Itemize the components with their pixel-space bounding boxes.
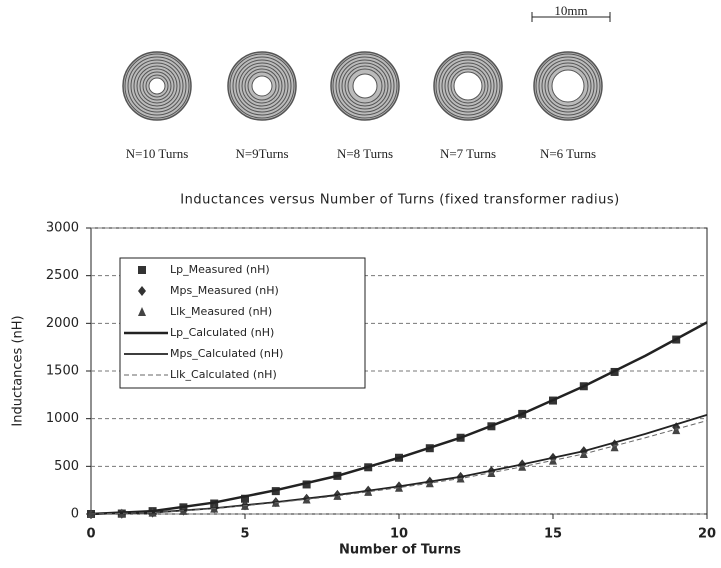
x-tick-label: 0 <box>86 527 95 542</box>
coil-turn <box>338 59 392 113</box>
y-tick-label: 500 <box>54 459 79 474</box>
legend-label: Mps_Measured (nH) <box>170 284 279 297</box>
marker-square <box>241 494 249 503</box>
coil-turn <box>544 62 592 110</box>
legend-label: Llk_Calculated (nH) <box>170 368 277 381</box>
coil-turn <box>344 65 386 107</box>
coil-center <box>352 73 378 99</box>
coil-images <box>122 51 603 121</box>
coil-turn <box>541 59 595 113</box>
coil-turn <box>139 68 175 104</box>
coil-turn <box>142 71 172 101</box>
coil-turn <box>229 53 295 119</box>
y-tick-label: 2000 <box>46 316 79 331</box>
coil-turn <box>124 53 190 119</box>
y-tick-label: 1000 <box>46 411 79 426</box>
marker-triangle <box>138 307 146 316</box>
x-axis-label: Number of Turns <box>339 543 461 558</box>
coil-label: N=6 Turns <box>540 146 596 161</box>
coil-turn <box>535 53 601 119</box>
coil-turn <box>341 62 389 110</box>
coil-turn <box>438 56 498 116</box>
marker-diamond <box>138 286 146 296</box>
x-tick-label: 15 <box>544 527 562 542</box>
legend-box <box>119 257 366 389</box>
marker-square <box>138 266 146 274</box>
coil-label: N=8 Turns <box>337 146 393 161</box>
y-tick-label: 2500 <box>46 268 79 283</box>
x-tick-label: 10 <box>390 527 408 542</box>
y-tick-label: 0 <box>71 507 79 522</box>
y-tick-label: 3000 <box>46 221 79 236</box>
coil-turn <box>441 59 495 113</box>
coil-turn <box>347 68 383 104</box>
legend-label: Lp_Measured (nH) <box>170 263 270 276</box>
coil-center <box>551 69 585 103</box>
coil-label: N=10 Turns <box>126 146 189 161</box>
coil-turn <box>235 59 289 113</box>
x-tick-label: 5 <box>240 527 249 542</box>
coil-label: N=7 Turns <box>440 146 496 161</box>
coil-turn <box>547 65 589 107</box>
legend-label: Llk_Measured (nH) <box>170 305 272 318</box>
chart-title: Inductances versus Number of Turns (fixe… <box>180 193 619 208</box>
coil-center <box>251 75 273 97</box>
marker-triangle <box>610 442 619 452</box>
series-line <box>90 321 708 516</box>
coil-turn <box>435 53 501 119</box>
legend-label: Mps_Calculated (nH) <box>170 347 283 360</box>
coil-turn <box>133 62 181 110</box>
coil-turn <box>244 68 280 104</box>
coil-turn <box>238 62 286 110</box>
coil-turn <box>145 74 169 98</box>
coil-center <box>453 71 483 101</box>
coil-turn <box>335 56 395 116</box>
legend-label: Lp_Calculated (nH) <box>170 326 274 339</box>
y-tick-label: 1500 <box>46 364 79 379</box>
coil-turn <box>136 65 178 107</box>
y-axis-label: Inductances (nH) <box>11 315 26 426</box>
x-tick-label: 20 <box>698 527 716 542</box>
coil-turn <box>447 65 489 107</box>
scale-label: 10mm <box>554 3 587 18</box>
coil-turn <box>247 71 277 101</box>
series-line <box>90 420 708 515</box>
coil-turn <box>444 62 492 110</box>
coil-turn <box>241 65 283 107</box>
coil-label: N=9Turns <box>235 146 288 161</box>
marker-square <box>302 480 311 489</box>
coil-turn <box>127 56 187 116</box>
coil-turn <box>332 53 398 119</box>
series-line <box>90 413 708 515</box>
coil-turn <box>232 56 292 116</box>
coil-turn <box>450 68 486 104</box>
coil-turn <box>130 59 184 113</box>
coil-turn <box>538 56 598 116</box>
coil-center <box>148 77 166 95</box>
